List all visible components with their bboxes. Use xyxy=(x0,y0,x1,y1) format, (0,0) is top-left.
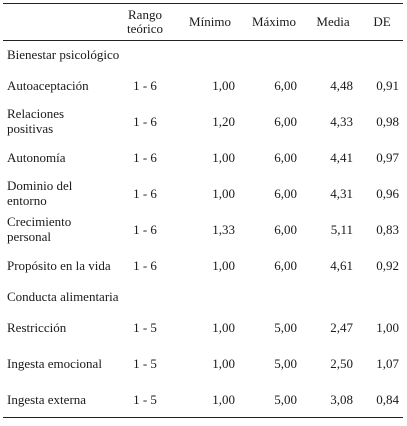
cell-de: 1,07 xyxy=(376,355,399,371)
header-media: Media xyxy=(316,14,350,29)
table-row: Ingesta emocional 1 - 5 1,00 5,00 2,50 1,07 xyxy=(3,345,403,381)
cell-media: 3,08 xyxy=(330,391,353,407)
cell-maximo: 5,00 xyxy=(274,319,297,335)
cell-label: Propósito en la vida xyxy=(7,257,111,273)
cell-rango: 1 - 6 xyxy=(133,149,157,165)
cell-de: 1,00 xyxy=(376,319,399,335)
descriptive-stats-table: Rango teórico Mínimo Máximo Media DE Bie… xyxy=(3,3,403,418)
cell-minimo: 1,00 xyxy=(212,319,235,335)
header-rango: Rango teórico xyxy=(126,7,164,36)
cell-minimo: 1,00 xyxy=(212,355,235,371)
cell-minimo: 1,20 xyxy=(212,113,235,129)
section-row: Conducta alimentaria xyxy=(3,283,403,309)
table-row: Autoaceptación 1 - 6 1,00 6,00 4,48 0,91 xyxy=(3,67,403,103)
cell-de: 0,92 xyxy=(376,257,399,273)
cell-de: 0,84 xyxy=(376,391,399,407)
cell-rango: 1 - 6 xyxy=(133,113,157,129)
table-row: Restricción 1 - 5 1,00 5,00 2,47 1,00 xyxy=(3,309,403,345)
table-row: Dominio del entorno 1 - 6 1,00 6,00 4,31 0,96 xyxy=(3,175,403,211)
cell-de: 0,83 xyxy=(376,221,399,237)
section-title: Bienestar psicológico xyxy=(7,46,120,62)
cell-media: 4,33 xyxy=(330,113,353,129)
cell-label: Autonomía xyxy=(7,149,66,165)
cell-minimo: 1,00 xyxy=(212,391,235,407)
cell-label: Autoaceptación xyxy=(7,77,89,93)
table-row: Relaciones positivas 1 - 6 1,20 6,00 4,33 0,9… xyxy=(3,103,403,139)
header-label xyxy=(3,4,113,41)
header-minimo: Mínimo xyxy=(189,14,231,29)
cell-maximo: 6,00 xyxy=(274,113,297,129)
cell-minimo: 1,00 xyxy=(212,257,235,273)
cell-rango: 1 - 6 xyxy=(133,185,157,201)
cell-maximo: 6,00 xyxy=(274,149,297,165)
header-row: Rango teórico Mínimo Máximo Media DE xyxy=(3,3,403,41)
cell-label: Crecimiento personal xyxy=(7,214,72,244)
cell-maximo: 6,00 xyxy=(274,77,297,93)
table-row: Propósito en la vida 1 - 6 1,00 6,00 4,61 0,9… xyxy=(3,247,403,283)
cell-rango: 1 - 5 xyxy=(133,391,157,407)
cell-media: 4,31 xyxy=(330,185,353,201)
cell-rango: 1 - 5 xyxy=(133,319,157,335)
cell-de: 0,97 xyxy=(376,149,399,165)
cell-maximo: 5,00 xyxy=(274,355,297,371)
cell-minimo: 1,33 xyxy=(212,221,235,237)
cell-rango: 1 - 6 xyxy=(133,77,157,93)
cell-minimo: 1,00 xyxy=(212,149,235,165)
table-row: Autonomía 1 - 6 1,00 6,00 4,41 0,97 xyxy=(3,139,403,175)
cell-de: 0,91 xyxy=(376,77,399,93)
cell-de: 0,96 xyxy=(376,185,399,201)
cell-media: 4,41 xyxy=(330,149,353,165)
cell-media: 2,47 xyxy=(330,319,353,335)
section-row: Bienestar psicológico xyxy=(3,41,403,68)
cell-rango: 1 - 6 xyxy=(133,257,157,273)
cell-label: Ingesta emocional xyxy=(7,355,102,371)
cell-label: Restricción xyxy=(7,319,67,335)
table-row: Ingesta externa 1 - 5 1,00 5,00 3,08 0,84 xyxy=(3,381,403,418)
header-de: DE xyxy=(373,14,391,29)
cell-maximo: 6,00 xyxy=(274,185,297,201)
cell-minimo: 1,00 xyxy=(212,77,235,93)
table-body: Bienestar psicológico Autoaceptación 1 - 6… xyxy=(3,41,403,418)
cell-minimo: 1,00 xyxy=(212,185,235,201)
cell-media: 2,50 xyxy=(330,355,353,371)
cell-rango: 1 - 5 xyxy=(133,355,157,371)
table-header: Rango teórico Mínimo Máximo Media DE xyxy=(3,3,403,41)
section-title: Conducta alimentaria xyxy=(7,288,119,304)
cell-maximo: 5,00 xyxy=(274,391,297,407)
cell-maximo: 6,00 xyxy=(274,257,297,273)
cell-rango: 1 - 6 xyxy=(133,221,157,237)
cell-maximo: 6,00 xyxy=(274,221,297,237)
cell-label: Relaciones positivas xyxy=(7,106,65,136)
cell-media: 4,61 xyxy=(330,257,353,273)
cell-label: Dominio del entorno xyxy=(7,178,73,208)
cell-media: 5,11 xyxy=(330,221,353,237)
table-row: Crecimiento personal 1 - 6 1,33 6,00 5,11 0,8… xyxy=(3,211,403,247)
cell-de: 0,98 xyxy=(376,113,399,129)
cell-media: 4,48 xyxy=(330,77,353,93)
cell-label: Ingesta externa xyxy=(7,391,87,407)
header-maximo: Máximo xyxy=(251,14,297,29)
